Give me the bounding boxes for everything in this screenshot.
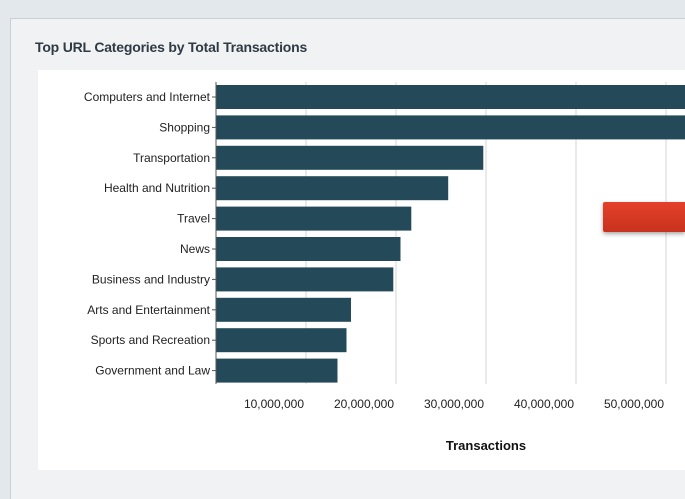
x-tick-label: 40,000,000 [514,397,574,411]
category-label: Government and Law [95,364,210,378]
category-label: Transportation [133,151,210,165]
bar[interactable] [216,115,685,140]
x-axis-title: Transactions [446,438,526,453]
category-label: Travel [177,212,210,226]
red-overlay-tab [603,202,685,232]
bars [216,85,685,383]
category-label: Business and Industry [92,272,210,286]
category-label: News [180,242,210,256]
bar[interactable] [216,206,412,231]
category-label: Shopping [159,120,210,134]
x-tick-label: 20,000,000 [334,397,394,411]
category-label: Arts and Entertainment [87,303,210,317]
category-labels: Computers and Internet Shopping Transporta… [84,90,216,378]
panel-title: Top URL Categories by Total Transactions [35,39,308,55]
bar[interactable] [216,267,394,292]
bar[interactable] [216,237,401,261]
x-tick-label: 30,000,000 [424,397,484,411]
bar-chart: Computers and Internet Shopping Transporta… [38,70,685,470]
category-label: Computers and Internet [84,90,211,104]
x-tick-labels: 10,000,000 20,000,000 30,000,000 40,000,000… [244,397,664,411]
x-tick-label: 10,000,000 [244,397,304,411]
category-label: Health and Nutrition [104,181,210,195]
bar[interactable] [216,328,347,353]
bar[interactable] [216,85,685,109]
bar[interactable] [216,145,484,170]
x-tick-label: 50,000,000 [604,397,664,411]
category-label: Sports and Recreation [91,333,210,347]
bar[interactable] [216,358,338,383]
bar[interactable] [216,297,351,322]
bar[interactable] [216,176,449,201]
